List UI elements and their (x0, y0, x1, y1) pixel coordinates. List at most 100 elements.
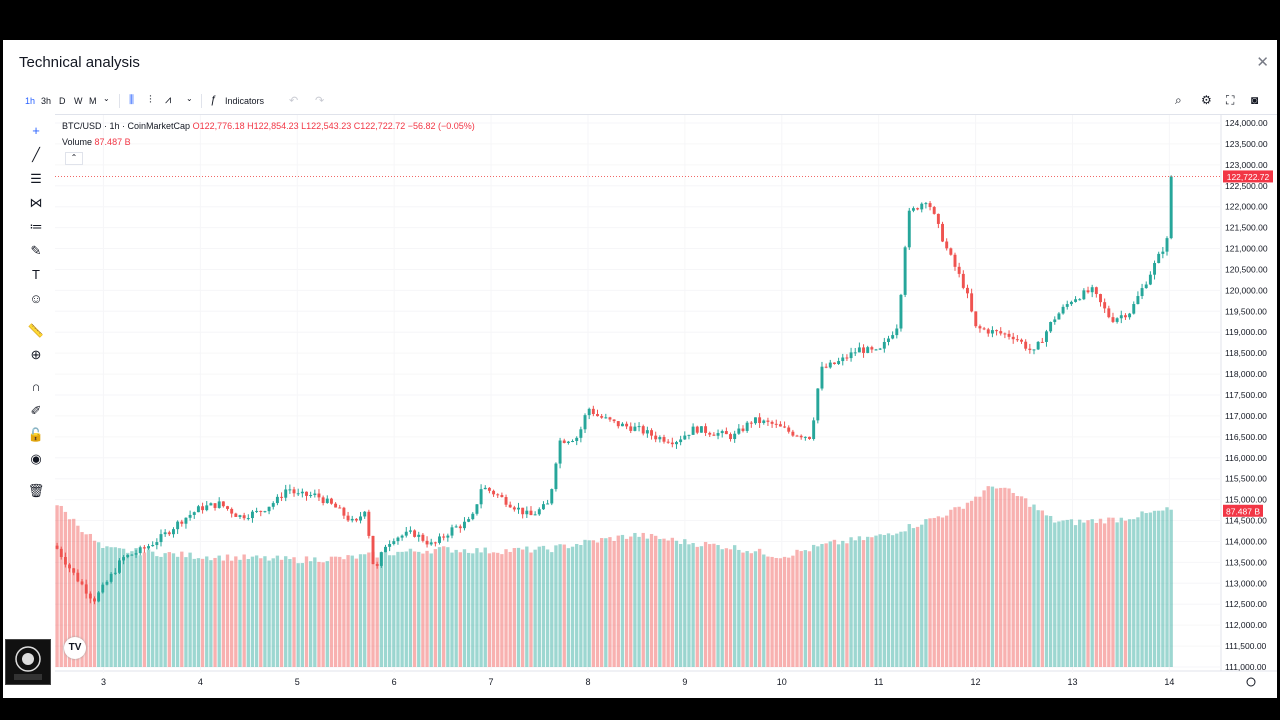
lock-icon[interactable]: 🔓 (27, 427, 45, 442)
volume-bar (59, 505, 63, 667)
volume-bar (608, 537, 612, 667)
horizontal-lines-icon[interactable]: ☰ (30, 171, 42, 186)
search-icon[interactable]: ⌕ (1175, 93, 1182, 107)
candle-body (787, 427, 791, 432)
volume-bar (375, 557, 379, 667)
fib-retracement-icon[interactable]: ≔ (29, 219, 43, 234)
ruler-icon[interactable]: 📏 (27, 323, 45, 338)
gear-icon[interactable]: ⚙ (1201, 93, 1212, 107)
volume-bar (213, 557, 217, 667)
magnet-icon[interactable]: ∩ (31, 379, 41, 394)
volume-bar (633, 532, 637, 667)
candle-body (1123, 315, 1127, 318)
trend-line-icon[interactable]: ╱ (32, 147, 40, 162)
candle-body (637, 426, 641, 428)
candle-body (1082, 290, 1086, 300)
volume-bar (254, 555, 259, 667)
pencil-lock-icon[interactable]: ✐ (30, 403, 42, 418)
volume-bar (550, 552, 554, 667)
close-icon[interactable]: ✕ (1256, 54, 1269, 71)
volume-bar (533, 549, 537, 667)
candle-body (620, 423, 624, 427)
timeframe-3h[interactable]: 3h (41, 96, 52, 106)
candle-body (641, 426, 645, 434)
volume-bar (308, 561, 313, 667)
chevron-down-icon[interactable]: ⌄ (186, 94, 193, 103)
timeframe-w[interactable]: W (74, 96, 83, 106)
camera-icon[interactable]: ◙ (1251, 93, 1259, 107)
volume-bar (1148, 512, 1153, 667)
timeframe-1h[interactable]: 1h (25, 96, 36, 106)
volume-bar (845, 543, 849, 667)
candle-body (924, 203, 928, 205)
volume-bar (994, 488, 999, 667)
candle-body (849, 352, 853, 359)
volume-bar (683, 539, 687, 667)
candle-body (633, 426, 637, 431)
volume-bar (575, 543, 579, 667)
volume-bar (899, 531, 903, 667)
fullscreen-icon[interactable]: ⛶ (1226, 93, 1235, 107)
timeframe-m[interactable]: M (89, 96, 97, 106)
emoji-icon[interactable]: ☺ (29, 291, 43, 306)
candle-body (417, 534, 421, 537)
undo-icon[interactable]: ↶ (289, 95, 299, 107)
trash-icon[interactable]: 🗑 (27, 483, 45, 498)
indicators-button[interactable]: Indicators (225, 96, 265, 106)
candle-body (658, 437, 662, 440)
volume-bar (654, 535, 658, 667)
volume-bar (259, 558, 263, 667)
volume-bar (1019, 496, 1024, 667)
indicators-icon[interactable]: ƒ (210, 94, 217, 106)
volume-bar (595, 542, 600, 667)
volume-bar (408, 548, 413, 667)
candle-body (429, 542, 433, 545)
volume-bar (159, 556, 163, 667)
y-tick-label: 116,500.00 (1225, 432, 1267, 442)
eye-icon[interactable]: ◉ (30, 451, 42, 466)
time-axis-settings-icon[interactable] (1246, 677, 1256, 687)
candle-body (167, 532, 171, 535)
candle-body (857, 347, 861, 353)
pitchfork-icon[interactable]: ⋈ (29, 195, 43, 210)
volume-bar (167, 552, 171, 667)
symbol-label: BTC/USD · 1h · CoinMarketCap (62, 121, 191, 131)
volume-legend: Volume 87.487 B (62, 137, 131, 147)
collapse-legend-button[interactable]: ⌃ (65, 152, 83, 165)
bar-chart-icon[interactable]: ⫶ (149, 94, 152, 106)
timeframe-d[interactable]: D (59, 96, 66, 106)
chart-area[interactable]: 124,000.00 123,500.00 123,000.00 122,500.00… (55, 114, 1277, 699)
volume-bar (188, 552, 192, 667)
candle-body (733, 433, 737, 440)
volume-bar (799, 551, 803, 667)
candle-body (238, 515, 242, 517)
chevron-down-icon[interactable]: ⌄ (103, 94, 110, 103)
candle-body (508, 504, 512, 508)
volume-bar (570, 546, 575, 667)
crosshair-icon[interactable]: + (32, 123, 40, 138)
candle-body (1024, 341, 1028, 349)
candle-body (708, 432, 712, 435)
candlestick-icon[interactable]: ⫼ (129, 94, 135, 106)
zoom-in-icon[interactable]: ⊕ (30, 347, 42, 362)
volume-bar (924, 519, 928, 667)
candle-body (496, 494, 500, 496)
candle-body (571, 440, 575, 442)
volume-bar (782, 556, 787, 667)
tradingview-logo[interactable]: TV (64, 637, 86, 659)
volume-bar (217, 555, 221, 667)
brush-icon[interactable]: ✎ (30, 243, 42, 258)
price-chart[interactable]: 124,000.00 123,500.00 123,000.00 122,500.00… (55, 115, 1277, 699)
text-icon[interactable]: T (32, 267, 40, 282)
candle-body (953, 254, 957, 267)
volume-bar (936, 516, 941, 667)
volume-value: 87.487 B (94, 137, 131, 147)
volume-bar (666, 540, 670, 667)
redo-icon[interactable]: ↷ (315, 95, 325, 107)
candle-body (325, 498, 329, 504)
volume-bar (205, 556, 209, 667)
volume-bar (350, 555, 354, 667)
volume-bar (795, 549, 799, 667)
area-chart-icon[interactable]: ⩘ (165, 94, 172, 106)
x-tick-label: 3 (101, 677, 106, 687)
